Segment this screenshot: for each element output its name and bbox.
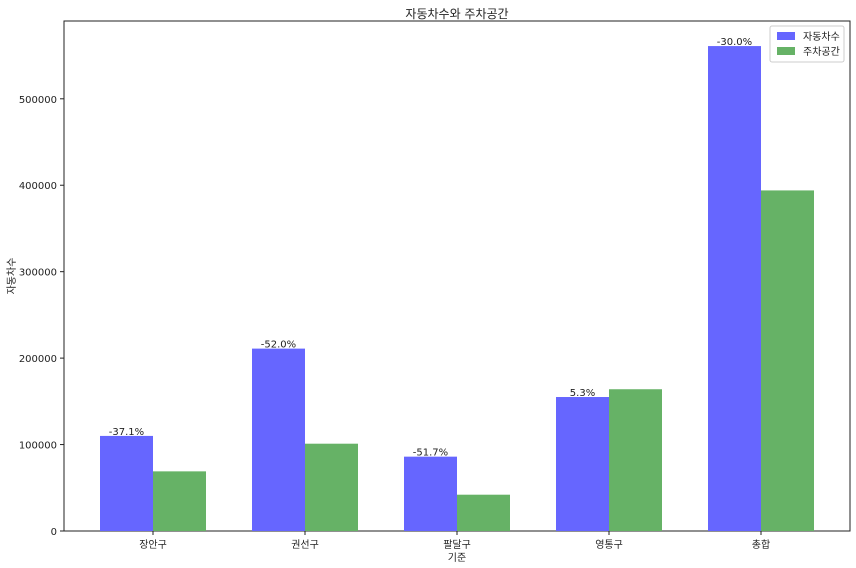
bar-car-count-2	[404, 456, 457, 531]
bar-parking-space-4	[761, 190, 814, 532]
y-tick-label-0: 0	[51, 527, 57, 538]
bar-parking-space-0	[153, 471, 206, 531]
x-tick-label-3: 영통구	[595, 539, 623, 551]
y-tick-label-1: 100000	[19, 441, 57, 452]
bar-label-4: -30.0%	[717, 37, 752, 48]
legend-label-parking-space: 주차공간	[803, 46, 840, 58]
bar-parking-space-1	[305, 443, 358, 531]
bar-parking-space-3	[609, 389, 662, 531]
legend-swatch-parking-space	[777, 47, 795, 55]
bar-car-count-1	[252, 348, 305, 531]
bar-label-0: -37.1%	[109, 427, 144, 438]
bar-car-count-0	[100, 435, 153, 531]
y-tick-label-5: 500000	[19, 95, 57, 106]
y-tick-label-4: 400000	[19, 181, 57, 192]
legend-swatch-car-count	[777, 32, 795, 40]
bar-label-3: 5.3%	[570, 388, 595, 399]
chart-title: 자동차수와 주차공간	[405, 7, 508, 21]
bar-labels-group: -37.1% -52.0% -51.7% 5.3% -30.0%	[109, 37, 752, 459]
x-tick-label-2: 팔달구	[443, 539, 471, 551]
bars-group	[100, 46, 814, 532]
legend: 자동차수 주차공간	[769, 25, 845, 63]
bar-label-2: -51.7%	[413, 448, 448, 459]
y-axis-label: 자동차수	[6, 258, 18, 295]
legend-label-car-count: 자동차수	[803, 31, 840, 43]
y-tick-label-3: 300000	[19, 268, 57, 279]
bar-car-count-4	[708, 46, 761, 531]
x-tick-label-0: 장안구	[139, 539, 167, 551]
bar-car-count-3	[556, 397, 609, 531]
x-axis-label: 기준	[448, 552, 466, 564]
x-tick-label-4: 총합	[752, 539, 770, 551]
bar-parking-space-2	[457, 494, 510, 531]
y-tick-label-2: 200000	[19, 354, 57, 365]
bar-label-1: -52.0%	[261, 340, 296, 351]
x-tick-label-1: 권선구	[291, 539, 319, 551]
x-axis: 장안구 권선구 팔달구 영통구 총합	[139, 531, 770, 551]
y-axis: 0 100000 200000 300000 400000 500000	[19, 95, 64, 538]
